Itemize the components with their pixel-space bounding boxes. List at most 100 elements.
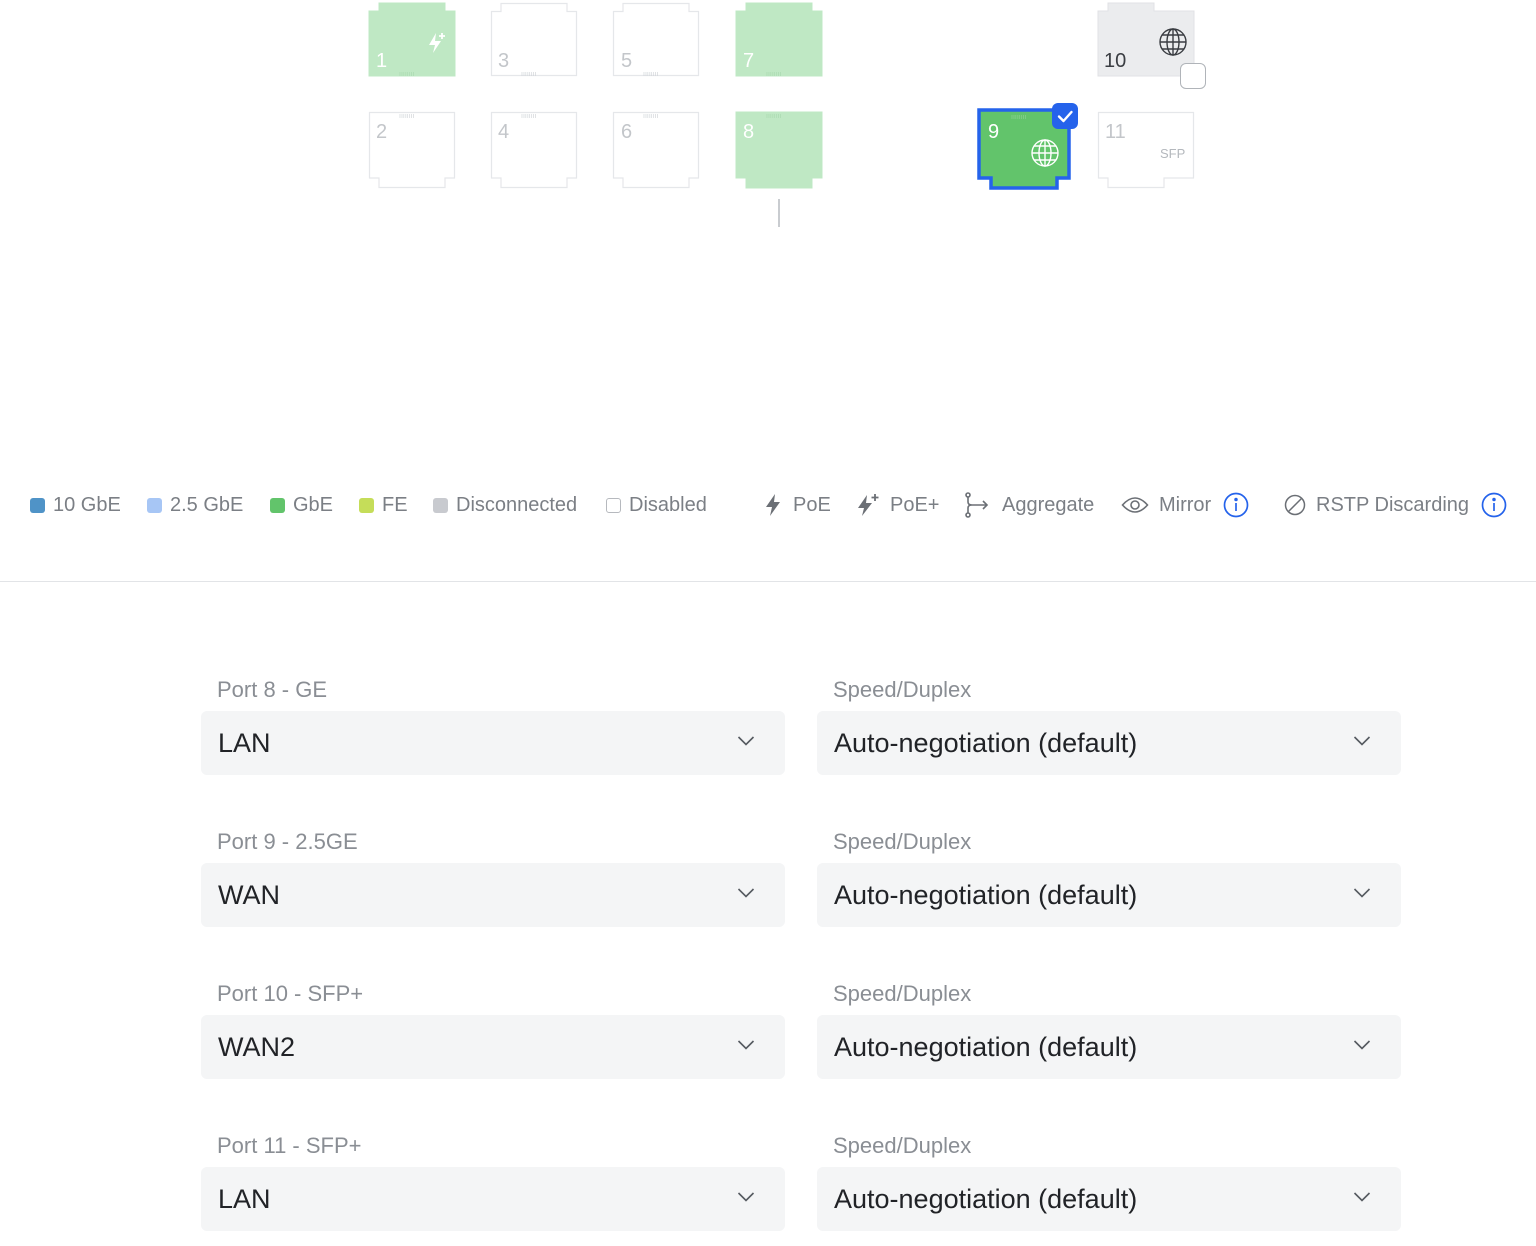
port-10-shape [1097, 2, 1195, 77]
speed-duplex-label: Speed/Duplex [833, 981, 972, 1006]
section-divider [0, 581, 1536, 582]
legend-2-5gbe: 2.5 GbE [147, 490, 243, 520]
port-8[interactable]: 8 ıııııııı [735, 111, 823, 189]
rstp-info-icon[interactable] [1481, 492, 1507, 518]
speed-duplex-select[interactable]: Auto-negotiation (default) [817, 1015, 1401, 1079]
legend-swatch [30, 497, 45, 513]
legend-label: RSTP Discarding [1316, 493, 1470, 516]
port-3[interactable]: 3 ıııııııı [490, 2, 578, 78]
port-number: 4 [498, 121, 510, 143]
port-pins: ıııııııı [766, 113, 782, 120]
speed-duplex-value: Auto-negotiation (default) [834, 879, 1138, 910]
chevron-down-icon [737, 888, 755, 898]
port-10[interactable]: 10 [1097, 2, 1195, 78]
port-number: 5 [621, 50, 633, 72]
legend-label: PoE+ [890, 493, 940, 516]
port-4[interactable]: 4 ıııııııı [490, 111, 578, 189]
port-number: 7 [743, 50, 755, 72]
port-pins: ıııııııı [399, 113, 415, 120]
port-label: Port 10 - SFP+ [217, 981, 364, 1006]
port-number: 6 [621, 121, 633, 143]
port-7-shape [735, 2, 823, 77]
legend-poe: PoE [763, 490, 831, 520]
network-value: LAN [218, 727, 271, 758]
port-6[interactable]: 6 ıııııııı [612, 111, 700, 189]
port-9-checkbox[interactable] [1052, 103, 1078, 129]
check-icon [1057, 110, 1073, 123]
chevron-down-icon [1353, 1192, 1371, 1202]
mirror-info-icon[interactable] [1223, 492, 1249, 518]
legend-swatch [359, 497, 374, 513]
port-number: 8 [743, 121, 755, 143]
network-select[interactable]: WAN [201, 863, 785, 927]
port-label: Port 8 - GE [217, 677, 328, 702]
port-number: 10 [1104, 50, 1127, 72]
port-4-shape [490, 111, 578, 189]
speed-duplex-label: Speed/Duplex [833, 829, 972, 854]
chevron-down-icon [1353, 736, 1371, 746]
legend-poe-plus: PoE+ [856, 490, 939, 520]
port-8-connector-line [778, 199, 780, 227]
speed-duplex-value: Auto-negotiation (default) [834, 1183, 1138, 1214]
port-number: 3 [498, 50, 510, 72]
port-pins: ıııııııı [521, 71, 537, 78]
port-pins: ıııııııı [643, 71, 659, 78]
port-10-checkbox[interactable] [1180, 63, 1206, 89]
speed-duplex-select[interactable]: Auto-negotiation (default) [817, 711, 1401, 775]
port-1-shape [368, 2, 456, 77]
port-label: Port 11 - SFP+ [217, 1133, 362, 1158]
port-3-shape [490, 2, 578, 77]
network-value: LAN [218, 1183, 271, 1214]
legend-rstp-discarding: RSTP Discarding [1284, 490, 1507, 520]
port-pins: ıııııııı [643, 113, 659, 120]
legend-label: Disabled [629, 493, 707, 516]
speed-duplex-label: Speed/Duplex [833, 1133, 972, 1158]
port-5-shape [612, 2, 700, 77]
legend-label: 2.5 GbE [170, 493, 244, 516]
port-label: Port 9 - 2.5GE [217, 829, 358, 854]
port-2[interactable]: 2 ıııııııı [368, 111, 456, 189]
chevron-down-icon [737, 1192, 755, 1202]
port-6-shape [612, 111, 700, 189]
legend-label: FE [382, 493, 408, 516]
port-legend: 10 GbE 2.5 GbE GbE FE Disconnected Disab… [0, 490, 1536, 520]
port-9-shape [977, 108, 1071, 190]
legend-swatch [270, 497, 285, 513]
legend-10gbe: 10 GbE [30, 490, 121, 520]
network-value: WAN [218, 879, 280, 910]
port-11[interactable]: 11 SFP [1097, 111, 1195, 189]
chevron-down-icon [737, 1040, 755, 1050]
legend-gbe: GbE [270, 490, 333, 520]
aggregate-icon [964, 492, 992, 518]
port-11-shape [1097, 111, 1195, 189]
legend-label: GbE [293, 493, 334, 516]
speed-duplex-select[interactable]: Auto-negotiation (default) [817, 863, 1401, 927]
port-number: 1 [376, 50, 388, 72]
legend-label: Disconnected [456, 493, 578, 516]
port-8-shape [735, 111, 823, 189]
network-select[interactable]: LAN [201, 711, 785, 775]
legend-disabled: Disabled [606, 490, 707, 520]
poe-plus-icon [856, 493, 880, 517]
port-1[interactable]: 1 ıııııııı [368, 2, 456, 78]
port-5[interactable]: 5 ıııııııı [612, 2, 700, 78]
legend-label: Aggregate [1002, 493, 1095, 516]
legend-label: PoE [793, 493, 831, 516]
legend-mirror: Mirror [1121, 490, 1249, 520]
chevron-down-icon [737, 736, 755, 746]
legend-swatch [606, 497, 621, 513]
legend-fe: FE [359, 490, 408, 520]
chevron-down-icon [1353, 888, 1371, 898]
legend-disconnected: Disconnected [433, 490, 577, 520]
speed-duplex-value: Auto-negotiation (default) [834, 1031, 1138, 1062]
block-icon [1284, 494, 1306, 516]
port-7[interactable]: 7 ıııııııı [735, 2, 823, 78]
port-9[interactable]: 9 ıııııııı [977, 108, 1071, 190]
network-select[interactable]: WAN2 [201, 1015, 785, 1079]
port-number: 9 [988, 121, 1000, 143]
poe-icon [763, 493, 783, 517]
network-value: WAN2 [218, 1031, 296, 1062]
speed-duplex-select[interactable]: Auto-negotiation (default) [817, 1167, 1401, 1231]
eye-icon [1121, 495, 1149, 515]
network-select[interactable]: LAN [201, 1167, 785, 1231]
